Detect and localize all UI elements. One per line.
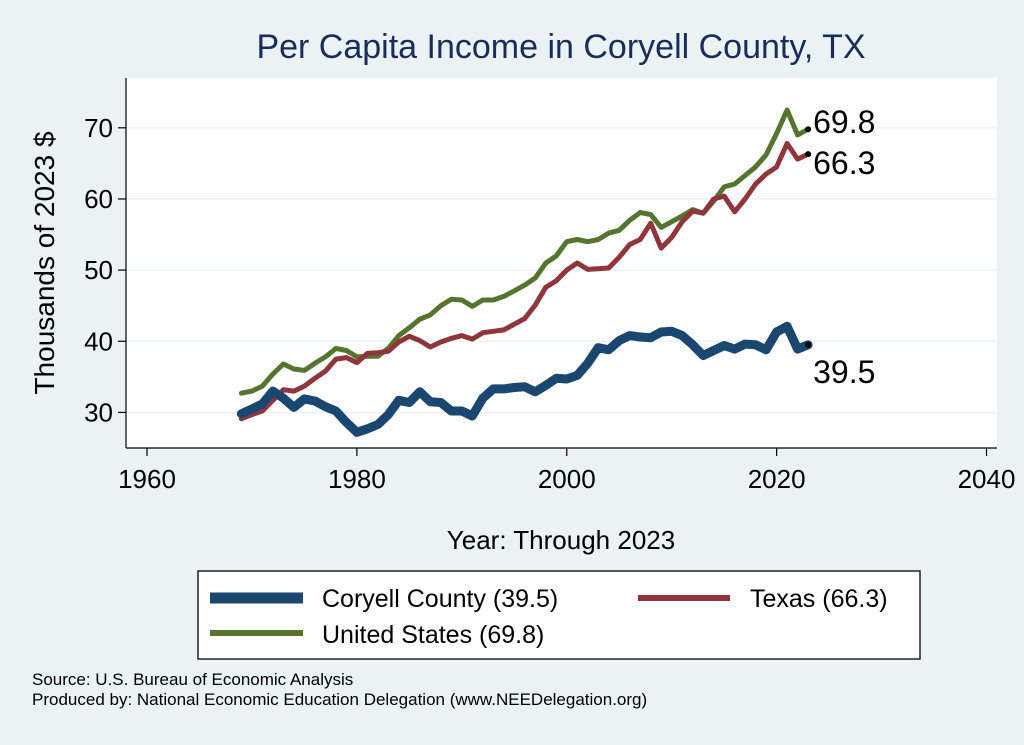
y-tick-label-70: 70 <box>84 113 113 143</box>
legend-box <box>197 570 921 660</box>
end-label-united-states: 69.8 <box>813 104 875 140</box>
per-capita-income-chart: Per Capita Income in Coryell County, TX … <box>29 28 1015 660</box>
y-tick-label-30: 30 <box>84 397 113 427</box>
end-labels: 39.5 66.3 69.8 <box>805 104 875 390</box>
y-axis-label: Thousands of 2023 $ <box>29 131 60 395</box>
end-label-coryell-county: 39.5 <box>813 354 875 390</box>
chart-title: Per Capita Income in Coryell County, TX <box>256 28 865 66</box>
axes: 30 40 50 60 70 1960 1980 2000 2020 2040 <box>84 78 1015 494</box>
series-lines <box>236 107 813 437</box>
end-marker-united-states <box>805 126 812 133</box>
legend-label-texas: Texas (66.3) <box>750 585 888 613</box>
x-tick-label-1980: 1980 <box>328 464 386 494</box>
x-tick-label-1960: 1960 <box>118 464 176 494</box>
x-tick-label-2000: 2000 <box>538 464 596 494</box>
source-notes: Source: U.S. Bureau of Economic Analysis… <box>32 670 647 710</box>
end-marker-coryell-county <box>805 341 812 348</box>
end-label-texas: 66.3 <box>813 145 875 181</box>
line-coryell-county <box>236 321 813 437</box>
y-tick-label-60: 60 <box>84 184 113 214</box>
gridlines <box>126 127 997 414</box>
x-tick-label-2020: 2020 <box>748 464 806 494</box>
y-tick-label-40: 40 <box>84 326 113 356</box>
plot-area <box>126 78 997 448</box>
y-tick-label-50: 50 <box>84 255 113 285</box>
end-marker-texas <box>805 151 812 158</box>
x-tick-label-2040: 2040 <box>958 464 1016 494</box>
legend: Coryell County (39.5) Texas (66.3) Unite… <box>197 570 921 660</box>
legend-label-coryell-county: Coryell County (39.5) <box>322 585 558 613</box>
source-text: Source: U.S. Bureau of Economic Analysis <box>32 670 354 689</box>
produced-by-text: Produced by: National Economic Education… <box>32 690 648 709</box>
x-axis-label: Year: Through 2023 <box>447 525 675 555</box>
legend-label-united-states: United States (69.8) <box>322 621 544 649</box>
line-texas <box>238 141 811 422</box>
